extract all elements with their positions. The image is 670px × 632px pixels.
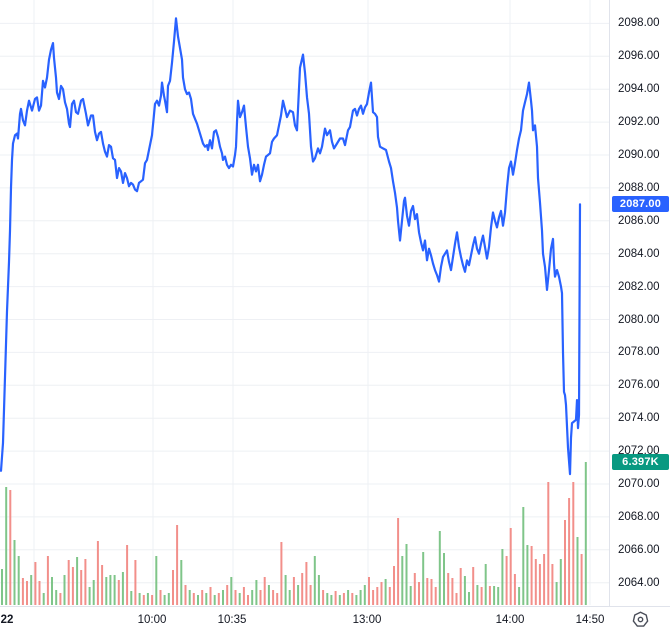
price-tick-label: 2098.00: [618, 17, 660, 30]
price-tick-label: 2066.00: [618, 543, 660, 556]
price-tick-label: 2090.00: [618, 149, 660, 161]
price-tick-label: 2070.00: [618, 478, 660, 490]
price-tick-label: 2072.00: [618, 445, 660, 458]
price-tick-label: 2092.00: [618, 116, 660, 129]
time-tick-label: 13:00: [352, 614, 382, 626]
volume-bars: [1, 462, 587, 605]
price-tick-label: 2086.00: [618, 214, 660, 227]
price-tick-label: 2084.00: [618, 247, 660, 260]
price-line: [0, 17, 582, 476]
gear-icon: [632, 611, 648, 627]
price-tick-label: 2064.00: [618, 576, 660, 589]
price-axis[interactable]: 2087.00 6.397K 2098.00 2096.00 2094.00 2092…: [609, 0, 670, 606]
time-tick-label: 10:00: [137, 614, 167, 626]
price-tick-label: 2080.00: [618, 313, 660, 326]
time-axis[interactable]: 22 10:00 10:35 13:00 14:00 14:50: [0, 606, 670, 632]
time-tick-label: 14:00: [495, 614, 525, 626]
price-tick-label: 2076.00: [618, 379, 660, 392]
price-tick-label: 2068.00: [618, 510, 660, 523]
last-price-badge: 2087.00: [612, 196, 669, 212]
price-tick-label: 2088.00: [618, 181, 660, 194]
price-tick-label: 2096.00: [618, 50, 660, 63]
price-volume-chart: [0, 0, 609, 605]
last-volume-badge: 6.397K: [612, 454, 669, 470]
price-tick-label: 2078.00: [618, 346, 660, 359]
chart-pane[interactable]: [0, 0, 609, 606]
price-tick-label: 2094.00: [618, 83, 660, 96]
time-tick-label: 10:35: [217, 614, 247, 626]
price-tick-label: 2082.00: [618, 280, 660, 293]
time-axis-settings-button[interactable]: [610, 607, 670, 632]
time-tick-label: 14:50: [575, 614, 605, 626]
price-tick-label: 2074.00: [618, 412, 660, 425]
grid-lines: [0, 0, 609, 605]
time-tick-label: 22: [0, 614, 14, 626]
